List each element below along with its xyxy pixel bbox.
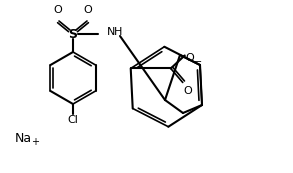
Text: N: N — [107, 27, 115, 37]
Text: +: + — [31, 137, 39, 147]
Text: S: S — [69, 28, 78, 40]
Text: O: O — [54, 5, 62, 15]
Text: O: O — [84, 5, 92, 15]
Text: O: O — [184, 86, 193, 97]
Text: Na: Na — [15, 131, 32, 144]
Text: Cl: Cl — [68, 115, 79, 125]
Text: −: − — [194, 57, 202, 67]
Text: H: H — [114, 27, 122, 37]
Text: O: O — [186, 53, 195, 63]
